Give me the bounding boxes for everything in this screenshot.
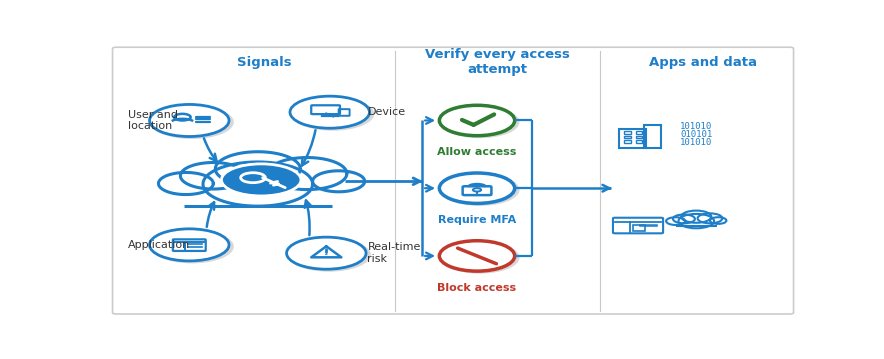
- Circle shape: [290, 96, 370, 128]
- Bar: [636, 131, 643, 134]
- Text: 101010: 101010: [680, 138, 713, 147]
- Circle shape: [158, 172, 213, 195]
- Bar: [624, 140, 631, 143]
- Circle shape: [287, 238, 371, 272]
- Text: User and
location: User and location: [127, 110, 178, 131]
- Bar: [636, 140, 643, 143]
- Text: Real-time
risk: Real-time risk: [368, 242, 421, 264]
- Bar: [619, 129, 645, 148]
- Circle shape: [150, 230, 233, 264]
- Bar: [644, 125, 661, 148]
- Circle shape: [149, 229, 229, 261]
- Circle shape: [440, 174, 520, 206]
- Circle shape: [313, 171, 365, 192]
- Bar: [624, 131, 631, 134]
- Circle shape: [440, 106, 520, 138]
- Circle shape: [180, 163, 246, 189]
- Text: Allow access: Allow access: [438, 147, 517, 157]
- Circle shape: [440, 242, 520, 274]
- FancyBboxPatch shape: [112, 47, 794, 314]
- Circle shape: [149, 104, 229, 136]
- Text: Block access: Block access: [438, 283, 516, 293]
- Text: Verify every access
attempt: Verify every access attempt: [425, 48, 570, 76]
- Bar: [633, 225, 644, 230]
- Bar: [636, 136, 643, 139]
- Text: Application: Application: [127, 240, 190, 250]
- Text: Require MFA: Require MFA: [438, 215, 516, 225]
- Text: Signals: Signals: [237, 56, 292, 69]
- Circle shape: [439, 173, 514, 204]
- Circle shape: [291, 97, 374, 131]
- Circle shape: [203, 162, 313, 206]
- Circle shape: [439, 105, 514, 136]
- Text: 101010: 101010: [680, 121, 713, 131]
- Circle shape: [267, 158, 347, 190]
- Circle shape: [216, 152, 301, 186]
- Circle shape: [286, 237, 366, 269]
- Text: Device: Device: [368, 107, 406, 117]
- Bar: [182, 183, 333, 206]
- Text: 010101: 010101: [680, 130, 713, 139]
- Circle shape: [222, 164, 301, 196]
- Circle shape: [325, 254, 328, 255]
- Text: Apps and data: Apps and data: [649, 56, 757, 69]
- Circle shape: [439, 241, 514, 271]
- Bar: [624, 136, 631, 139]
- Circle shape: [150, 105, 233, 139]
